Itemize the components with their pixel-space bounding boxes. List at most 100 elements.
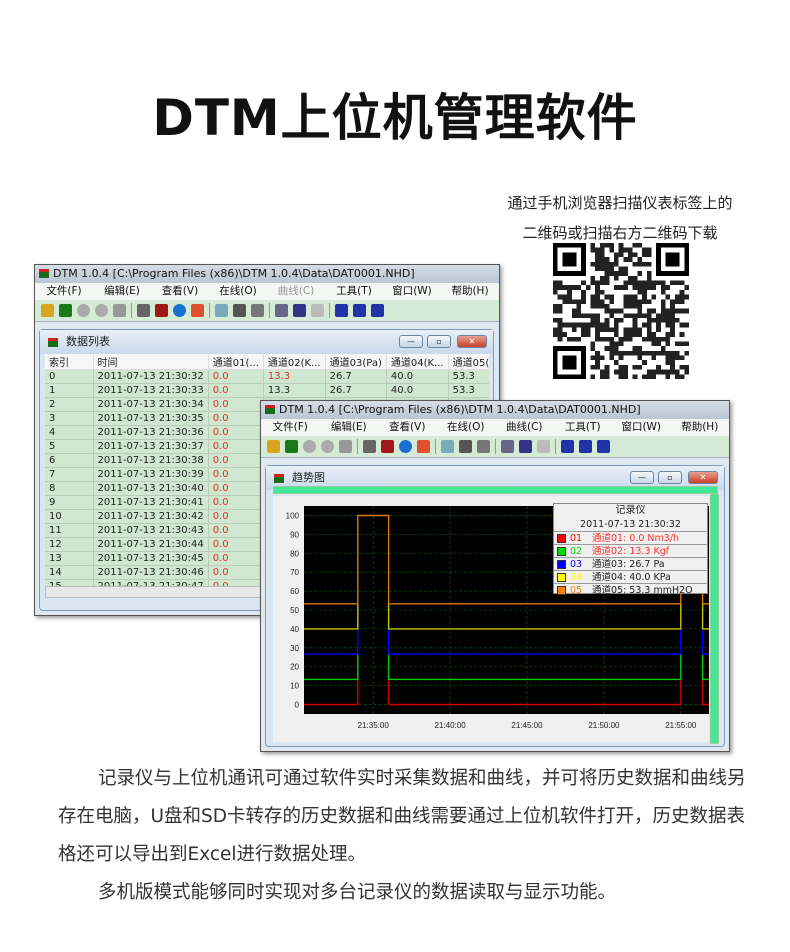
toolbar-separator xyxy=(435,439,436,454)
zoom-in-icon[interactable] xyxy=(293,304,306,317)
tile-horizontal-icon[interactable] xyxy=(579,440,592,453)
menu-item[interactable]: 在线(O) xyxy=(219,285,257,297)
x-tick-label: 21:40:00 xyxy=(435,721,467,730)
menu-item[interactable]: 窗口(W) xyxy=(392,285,432,297)
copy-icon[interactable] xyxy=(501,440,514,453)
menu-item[interactable]: 文件(F) xyxy=(272,421,308,433)
menu-item[interactable]: 编辑(E) xyxy=(104,285,140,297)
sum-icon[interactable] xyxy=(381,440,394,453)
minimize-button[interactable]: — xyxy=(630,471,654,484)
qr-module xyxy=(670,327,675,333)
export-icon[interactable] xyxy=(215,304,228,317)
menu-item[interactable]: 曲线(C) xyxy=(277,285,315,297)
qr-module xyxy=(651,285,657,290)
column-header[interactable]: 通道02(K... xyxy=(263,354,326,370)
trend-icon[interactable] xyxy=(285,440,298,453)
print-preview-icon[interactable] xyxy=(251,304,264,317)
qr-module xyxy=(590,313,596,319)
table-icon[interactable] xyxy=(137,304,150,317)
window-title-bar[interactable]: DTM 1.0.4 [C:\Program Files (x86)\DTM 1.… xyxy=(261,401,729,419)
vertical-scroll-bar[interactable] xyxy=(710,494,719,744)
close-button[interactable]: ✕ xyxy=(457,335,487,348)
qr-module xyxy=(660,350,666,356)
time-scroll-bar[interactable] xyxy=(273,486,718,494)
qr-module xyxy=(651,374,657,379)
info-icon[interactable] xyxy=(399,440,412,453)
maximize-button[interactable]: ▫ xyxy=(427,335,451,348)
zoom-out-icon[interactable] xyxy=(311,304,324,317)
qr-module xyxy=(557,285,563,290)
qr-module xyxy=(670,299,675,304)
print-preview-icon[interactable] xyxy=(477,440,490,453)
stop-icon[interactable] xyxy=(339,440,352,453)
menu-item[interactable]: 编辑(E) xyxy=(330,421,367,433)
gauge-icon[interactable] xyxy=(417,440,430,453)
qr-module xyxy=(595,257,600,262)
chart-panel: 0 10 20 30 40 50 60 70 80 90 100 21:35:00 21:40:00 21… xyxy=(273,496,709,742)
menu-item[interactable]: 查看(V) xyxy=(161,285,199,297)
record-icon[interactable] xyxy=(77,304,90,317)
qr-module xyxy=(618,318,624,323)
copy-icon[interactable] xyxy=(275,304,288,317)
qr-module xyxy=(609,299,614,304)
export-icon[interactable] xyxy=(441,440,454,453)
pause-icon[interactable] xyxy=(95,304,108,317)
open-folder-icon[interactable] xyxy=(267,440,280,453)
menu-item[interactable]: 工具(T) xyxy=(336,285,372,297)
menu-item[interactable]: 在线(O) xyxy=(447,421,485,433)
qr-module xyxy=(599,303,605,309)
tile-vertical-icon[interactable] xyxy=(371,304,384,317)
column-header[interactable]: 索引 xyxy=(45,354,94,370)
qr-module xyxy=(613,275,619,281)
print-icon[interactable] xyxy=(459,440,472,453)
info-icon[interactable] xyxy=(173,304,186,317)
minimize-button[interactable]: — xyxy=(399,335,423,348)
qr-module xyxy=(674,350,680,356)
menu-item[interactable]: 曲线(C) xyxy=(505,421,543,433)
table-cell: 0.0 xyxy=(208,411,264,426)
window-title-bar[interactable]: DTM 1.0.4 [C:\Program Files (x86)\DTM 1.… xyxy=(35,265,499,283)
cascade-icon[interactable] xyxy=(561,440,574,453)
column-header[interactable]: 时间 xyxy=(93,354,209,370)
maximize-button[interactable]: ▫ xyxy=(658,471,682,484)
column-header[interactable]: 通道05(... xyxy=(448,354,489,370)
menu-item[interactable]: 文件(F) xyxy=(46,285,82,297)
zoom-in-icon[interactable] xyxy=(519,440,532,453)
table-icon[interactable] xyxy=(363,440,376,453)
menu-item[interactable]: 查看(V) xyxy=(389,421,426,433)
column-header[interactable]: 通道03(Pa) xyxy=(325,354,387,370)
tile-vertical-icon[interactable] xyxy=(597,440,610,453)
qr-caption-line1: 通过手机浏览器扫描仪表标签上的 xyxy=(507,194,733,212)
trend-icon[interactable] xyxy=(59,304,72,317)
tile-horizontal-icon[interactable] xyxy=(353,304,366,317)
qr-module xyxy=(632,275,638,281)
record-icon[interactable] xyxy=(303,440,316,453)
pause-icon[interactable] xyxy=(321,440,334,453)
cascade-icon[interactable] xyxy=(335,304,348,317)
toolbar-separator xyxy=(209,303,210,318)
qr-module xyxy=(632,374,638,379)
menu-item[interactable]: 帮助(H) xyxy=(681,421,719,433)
table-row[interactable]: 0 2011-07-13 21:30:32 0.0 13.3 26.7 40.0 53.3 xyxy=(45,369,489,384)
zoom-out-icon[interactable] xyxy=(537,440,550,453)
table-row[interactable]: 1 2011-07-13 21:30:33 0.0 13.3 26.7 40.0 53.3 xyxy=(45,383,489,398)
qr-module xyxy=(670,364,675,370)
menu-item[interactable]: 帮助(H) xyxy=(451,285,489,297)
table-cell: 0.0 xyxy=(208,425,264,440)
qr-module xyxy=(642,261,647,267)
gauge-icon[interactable] xyxy=(191,304,204,317)
print-icon[interactable] xyxy=(233,304,246,317)
column-header[interactable]: 通道04(K... xyxy=(386,354,449,370)
menu-item[interactable]: 工具(T) xyxy=(564,421,601,433)
legend-item: 03 通道03: 26.7 Pa xyxy=(554,557,707,570)
qr-module xyxy=(628,313,633,319)
close-button[interactable]: ✕ xyxy=(688,471,718,484)
menu-item[interactable]: 窗口(W) xyxy=(621,421,662,433)
qr-module xyxy=(576,308,582,314)
table-cell: 2011-07-13 21:30:36 xyxy=(93,425,209,440)
open-folder-icon[interactable] xyxy=(41,304,54,317)
qr-module xyxy=(595,318,600,323)
stop-icon[interactable] xyxy=(113,304,126,317)
sum-icon[interactable] xyxy=(155,304,168,317)
column-header[interactable]: 通道01(... xyxy=(208,354,264,370)
